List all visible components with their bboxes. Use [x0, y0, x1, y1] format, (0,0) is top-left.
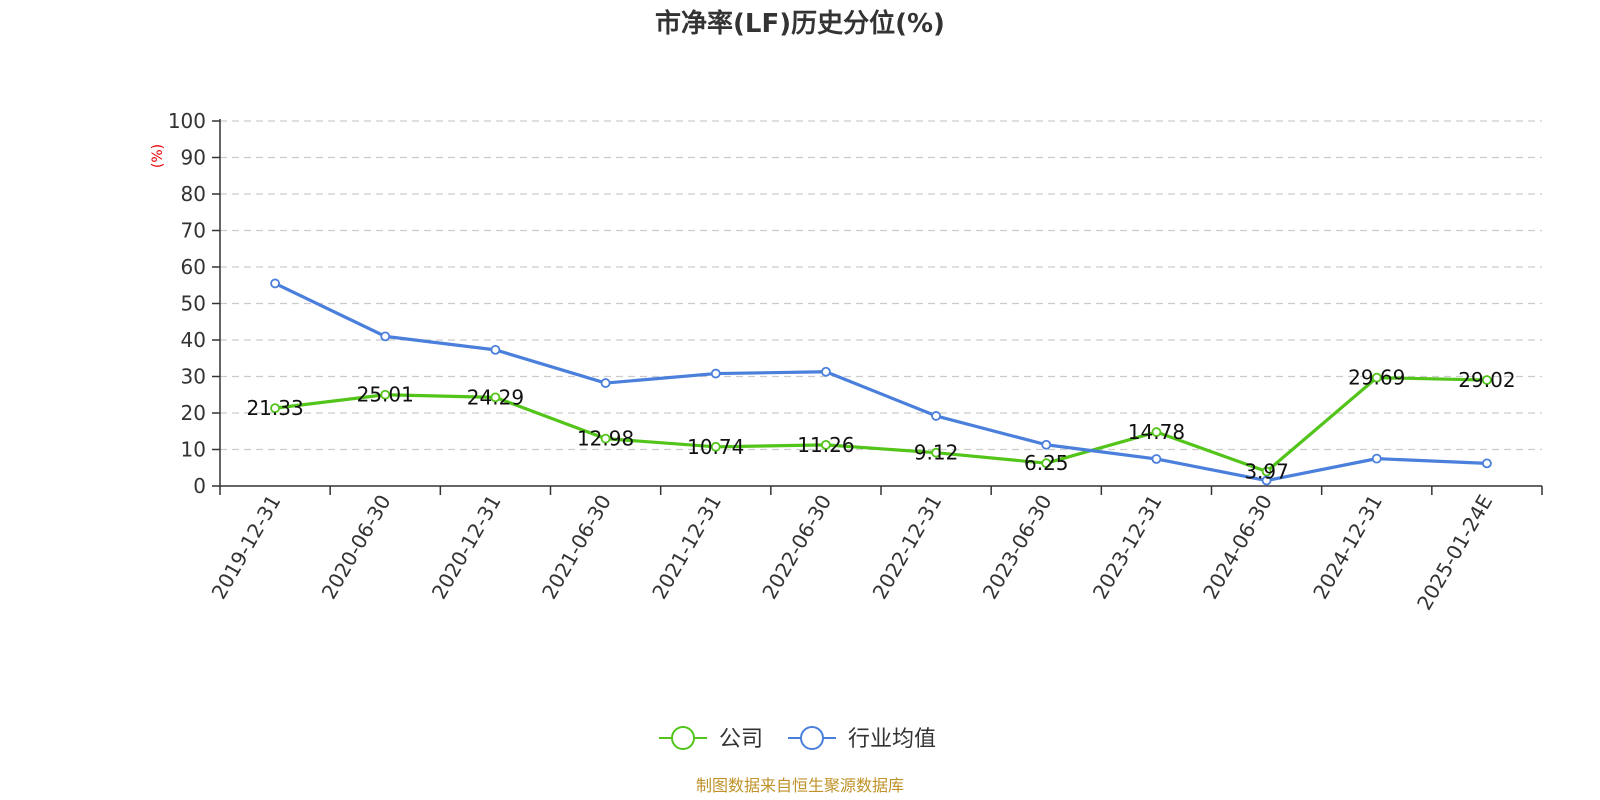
y-tick-label: 100	[168, 109, 206, 133]
data-label: 21.33	[246, 396, 303, 420]
x-tick-label: 2021-12-31	[647, 491, 726, 604]
x-tick-label: 2024-12-31	[1308, 491, 1387, 604]
x-tick-label: 2020-12-31	[427, 491, 506, 604]
data-label: 11.26	[797, 433, 854, 457]
data-point	[1041, 439, 1052, 450]
data-point	[1371, 453, 1382, 464]
data-label: 29.69	[1348, 366, 1405, 390]
data-point	[1482, 375, 1492, 385]
data-point	[821, 440, 831, 450]
source-note: 制图数据来自恒生聚源数据库	[696, 776, 904, 795]
data-point	[710, 368, 721, 379]
data-label: 9.12	[914, 441, 959, 465]
data-label: 25.01	[357, 383, 414, 407]
y-tick-label: 80	[181, 182, 206, 206]
data-label: 3.97	[1244, 460, 1289, 484]
data-point	[931, 411, 941, 421]
y-tick-label: 90	[181, 146, 206, 170]
x-tick-label: 2021-06-30	[537, 491, 616, 604]
y-tick-label: 20	[181, 401, 206, 425]
data-point	[821, 366, 831, 377]
data-point	[710, 441, 721, 452]
data-label: 10.74	[687, 435, 744, 459]
data-point	[380, 331, 391, 342]
axes: 0 10 20 30 40 50 60 70 80 90 100 2019-12-31 2020-06-…	[168, 109, 1543, 615]
legend-item-1[interactable]: 行业均值	[788, 726, 936, 752]
data-point	[270, 403, 280, 414]
data-label: 29.02	[1458, 368, 1515, 392]
data-label: 12.98	[577, 427, 634, 451]
data-point	[600, 378, 611, 388]
x-tick-label: 2024-06-30	[1198, 491, 1277, 604]
x-tick-label: 2020-06-30	[317, 491, 396, 604]
y-tick-label: 30	[181, 365, 206, 389]
legend[interactable]: 公司 行业均值	[659, 726, 936, 752]
x-tick-label: 2022-06-30	[757, 491, 836, 604]
x-tick-label: 2023-12-31	[1088, 491, 1167, 604]
x-tick-label: 2022-12-31	[868, 491, 947, 604]
legend-marker	[800, 726, 824, 750]
grid-lines	[220, 120, 1542, 451]
data-point	[1261, 475, 1272, 486]
data-point	[1482, 458, 1492, 469]
data-label: 14.78	[1128, 420, 1185, 444]
legend-label: 公司	[719, 727, 763, 752]
data-point	[600, 433, 611, 444]
x-tick-label: 2023-06-30	[978, 491, 1057, 604]
data-labels: 21.33 25.01 24.29 12.98 10.74 11.26 9.12 6.25 14…	[246, 366, 1515, 484]
data-point	[931, 447, 941, 458]
data-point	[1041, 458, 1052, 469]
data-point	[490, 344, 501, 355]
series-lines	[270, 278, 1492, 486]
data-label: 6.25	[1024, 451, 1069, 475]
legend-marker	[671, 726, 695, 750]
y-tick-label: 10	[181, 438, 206, 462]
x-tick-label: 2025-01-24E	[1412, 491, 1497, 615]
legend-item-0[interactable]: 公司	[659, 726, 763, 752]
data-point	[1151, 454, 1162, 464]
legend-label: 行业均值	[848, 727, 936, 752]
y-tick-label: 40	[181, 328, 206, 352]
y-tick-label: 60	[181, 255, 206, 279]
y-tick-label: 70	[181, 219, 206, 243]
series-line-1	[274, 281, 1487, 483]
y-axis-label: (%)	[150, 144, 166, 168]
data-point	[1261, 466, 1272, 477]
y-tick-label: 0	[193, 474, 206, 498]
data-point	[380, 389, 391, 400]
series-line-0	[274, 376, 1487, 474]
chart-title: 市净率(LF)历史分位(%)	[655, 8, 945, 39]
data-point	[1371, 372, 1382, 383]
data-point	[270, 278, 280, 289]
data-point	[490, 392, 501, 403]
data-label: 24.29	[467, 385, 524, 409]
x-tick-label: 2019-12-31	[207, 491, 286, 604]
y-tick-label: 50	[181, 292, 206, 316]
data-point	[1151, 427, 1162, 437]
